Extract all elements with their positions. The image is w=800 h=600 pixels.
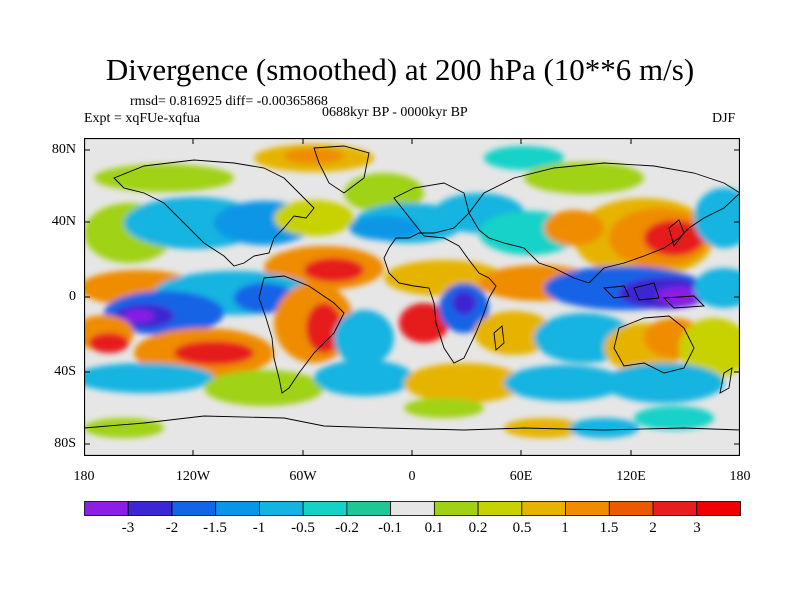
lon-label-60w: 60W	[289, 469, 317, 484]
lat-label-0: 0	[69, 289, 76, 304]
colorbar-box	[171, 501, 217, 516]
experiment-label: Expt = xqFUe-xqfua	[84, 111, 200, 126]
colorbar-box	[84, 501, 129, 516]
colorbar-label-2: 2	[649, 520, 657, 536]
lon-label-120e: 120E	[616, 469, 646, 484]
coastlines	[84, 145, 740, 431]
colorbar-box	[652, 501, 698, 516]
axis-ticks	[84, 138, 740, 456]
colorbar-label-m0-1: -0.1	[378, 520, 402, 536]
colorbar-label-m3: -3	[121, 520, 135, 536]
colorbar-label-m2: -2	[165, 520, 179, 536]
colorbar	[84, 501, 741, 516]
colorbar-label-m1: -1	[252, 520, 266, 536]
lon-label-60e: 60E	[509, 469, 533, 484]
lat-label-40n: 40N	[51, 214, 76, 229]
colorbar-label-m0-5: -0.5	[291, 520, 315, 536]
period-label: 0688kyr BP - 0000kyr BP	[322, 105, 468, 120]
colorbar-box	[302, 501, 348, 516]
colorbar-label-3: 3	[693, 520, 701, 536]
lon-label-180w: 180	[73, 469, 95, 484]
colorbar-label-1-5: 1.5	[599, 520, 619, 536]
colorbar-box	[521, 501, 566, 516]
colorbar-box	[127, 501, 173, 516]
lon-label-180e: 180	[729, 469, 751, 484]
colorbar-box	[696, 501, 741, 516]
colorbar-box	[390, 501, 435, 516]
lat-label-80n: 80N	[51, 142, 76, 157]
colorbar-box	[346, 501, 392, 516]
colorbar-label-m0-2: -0.2	[335, 520, 359, 536]
colorbar-label-1: 1	[561, 520, 569, 536]
colorbar-box	[259, 501, 304, 516]
colorbar-label-0-5: 0.5	[512, 520, 532, 536]
colorbar-box	[565, 501, 610, 516]
stats-label: rmsd= 0.816925 diff= -0.00365868	[130, 94, 328, 109]
plot-title: Divergence (smoothed) at 200 hPa (10**6 …	[105, 52, 695, 87]
lon-label-0: 0	[408, 469, 416, 484]
lon-label-120w: 120W	[175, 469, 211, 484]
divergence-field	[84, 144, 740, 438]
colorbar-label-0-1: 0.1	[424, 520, 444, 536]
colorbar-box	[477, 501, 523, 516]
divergence-map	[84, 138, 740, 456]
season-label: DJF	[712, 111, 736, 126]
lat-label-80s: 80S	[54, 436, 76, 451]
lat-label-40s: 40S	[54, 364, 76, 379]
colorbar-label-0-2: 0.2	[468, 520, 488, 536]
colorbar-box	[215, 501, 260, 516]
colorbar-label-m1-5: -1.5	[203, 520, 227, 536]
colorbar-box	[608, 501, 654, 516]
colorbar-box	[433, 501, 479, 516]
